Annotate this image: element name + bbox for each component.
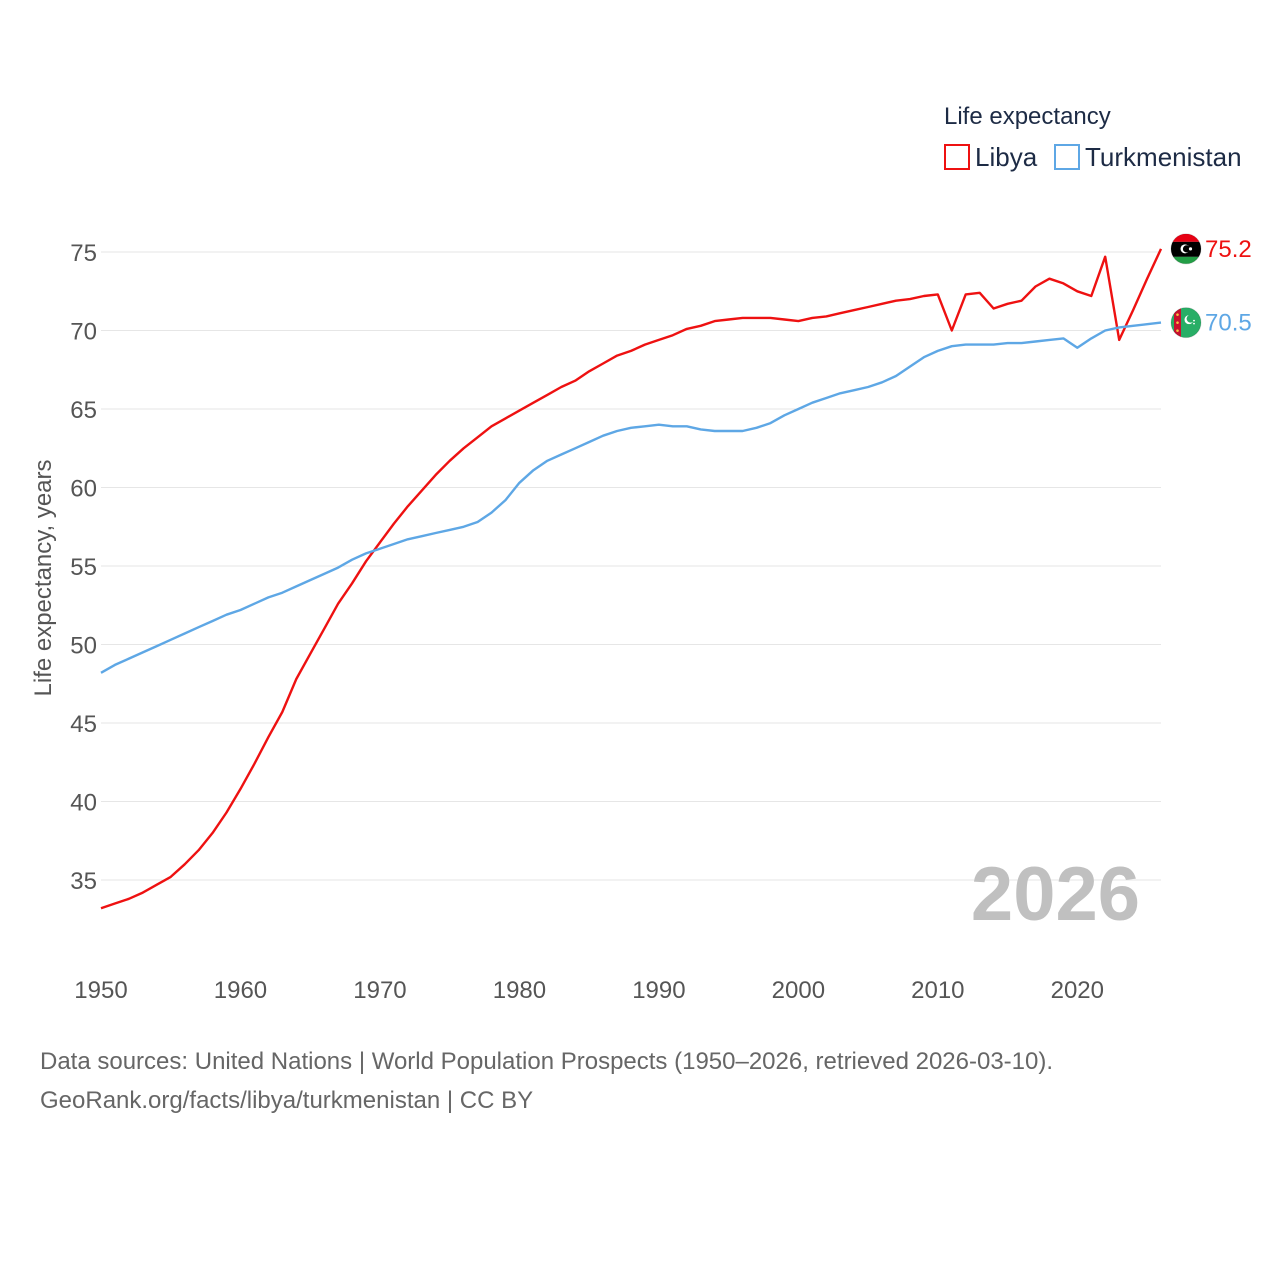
x-tick-label: 1980 (493, 977, 546, 1004)
x-tick-label: 2010 (911, 977, 964, 1004)
y-tick-label: 75 (70, 240, 97, 267)
legend: Life expectancy Libya Turkmenistan (944, 103, 1242, 172)
y-tick-label: 55 (70, 554, 97, 581)
x-tick-label: 1960 (214, 977, 267, 1004)
y-tick-label: 35 (70, 868, 97, 895)
y-tick-label: 60 (70, 476, 97, 503)
x-tick-label: 1990 (632, 977, 685, 1004)
y-axis-ticks: 35 40 45 50 55 60 65 70 75 (70, 240, 97, 895)
libya-flag-icon (1170, 233, 1202, 265)
x-tick-label: 1970 (353, 977, 406, 1004)
series-end-markers: 75.2 70.5 (1170, 233, 1252, 339)
series-lines (100, 248, 1163, 910)
y-tick-label: 65 (70, 397, 97, 424)
end-label-turkmenistan: 70.5 (1205, 310, 1252, 337)
source-link-line[interactable]: GeoRank.org/facts/libya/turkmenistan | C… (40, 1087, 534, 1114)
data-source-footer: Data sources: United Nations | World Pop… (40, 1042, 1240, 1120)
y-tick-label: 50 (70, 633, 97, 660)
legend-title: Life expectancy (944, 103, 1111, 130)
x-tick-label: 2020 (1051, 977, 1104, 1004)
x-tick-label: 1950 (74, 977, 127, 1004)
legend-swatch-libya[interactable] (944, 144, 970, 170)
legend-swatch-turkmenistan[interactable] (1054, 144, 1080, 170)
series-line-libya[interactable] (100, 248, 1163, 910)
y-tick-label: 45 (70, 711, 97, 738)
x-tick-label: 2000 (772, 977, 825, 1004)
y-axis-label: Life expectancy, years (30, 459, 57, 696)
legend-label-turkmenistan[interactable]: Turkmenistan (1085, 142, 1242, 172)
y-tick-label: 70 (70, 319, 97, 346)
series-line-turkmenistan[interactable] (100, 321, 1162, 674)
end-label-libya: 75.2 (1205, 236, 1252, 263)
source-line: Data sources: United Nations | World Pop… (40, 1048, 1054, 1075)
year-stamp: 2026 (971, 852, 1140, 937)
y-tick-label: 40 (70, 790, 97, 817)
grid-lines (101, 251, 1161, 881)
legend-label-libya[interactable]: Libya (975, 142, 1038, 172)
x-axis-ticks: 1950 1960 1970 1980 1990 2000 2010 2020 (74, 977, 1104, 1004)
turkmenistan-flag-icon (1170, 307, 1202, 339)
